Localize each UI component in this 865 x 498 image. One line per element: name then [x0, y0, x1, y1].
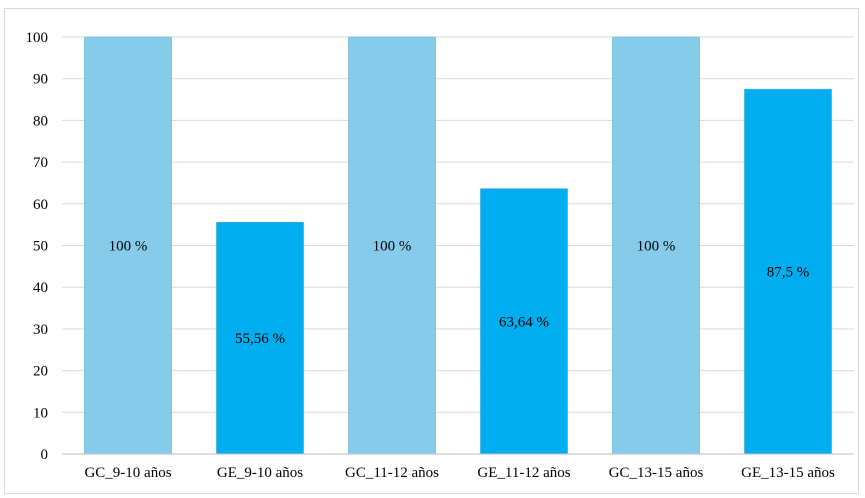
y-tick-label: 80 [33, 113, 48, 129]
y-axis-ticks: 0 10 20 30 40 50 60 70 80 90 100 [26, 30, 49, 463]
bar-4 [480, 188, 568, 455]
data-label-1: 100 % [109, 239, 148, 255]
gridlines [62, 36, 854, 413]
category-label-6: GE_13-15 años [741, 465, 835, 481]
y-tick-label: 10 [33, 405, 48, 421]
y-tick-label: 20 [33, 364, 48, 380]
y-tick-label: 100 [26, 30, 49, 46]
bar-1 [84, 36, 172, 455]
data-label-3: 100 % [373, 239, 412, 255]
category-label-3: GC_11-12 años [345, 465, 439, 481]
category-label-2: GE_9-10 años [217, 465, 303, 481]
bar-3 [348, 36, 436, 455]
category-label-4: GE_11-12 años [477, 465, 570, 481]
category-label-5: GC_13-15 años [609, 465, 704, 481]
data-labels: 100 % 55,56 % 100 % 63,64 % 100 % 87,5 % [109, 239, 810, 348]
y-tick-label: 30 [33, 322, 48, 338]
data-label-6: 87,5 % [767, 265, 810, 281]
y-tick-label: 70 [33, 155, 48, 171]
data-label-2: 55,56 % [235, 331, 285, 347]
data-label-4: 63,64 % [499, 314, 549, 330]
y-tick-label: 0 [41, 447, 49, 463]
y-tick-label: 90 [33, 72, 48, 88]
bar-6 [744, 88, 832, 455]
data-label-5: 100 % [637, 239, 676, 255]
category-label-1: GC_9-10 años [84, 465, 171, 481]
y-tick-label: 40 [33, 280, 48, 296]
x-axis-categories: GC_9-10 años GE_9-10 años GC_11-12 años GE_… [84, 465, 835, 481]
y-tick-label: 50 [33, 239, 48, 255]
bar-5 [612, 36, 700, 455]
y-tick-label: 60 [33, 197, 48, 213]
